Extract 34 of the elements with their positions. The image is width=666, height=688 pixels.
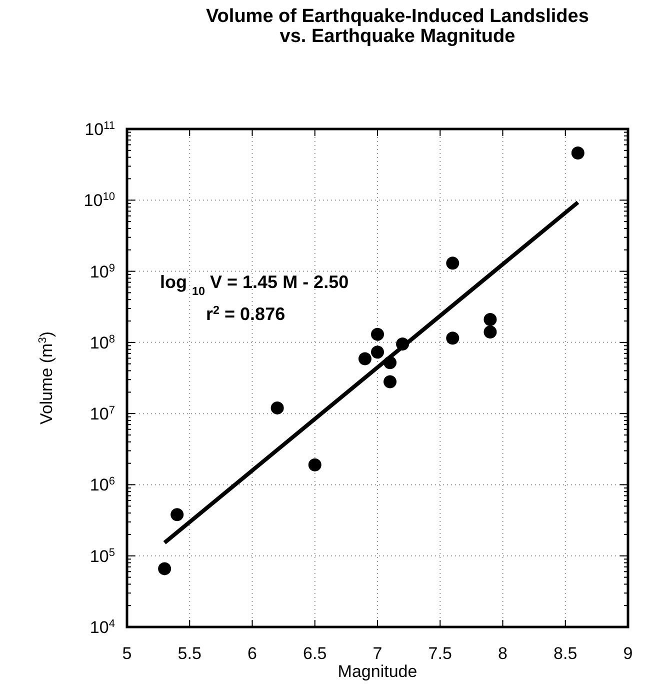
x-tick-label: 8 xyxy=(498,644,508,663)
x-tick-label: 5.5 xyxy=(178,644,202,663)
point xyxy=(371,328,384,341)
x-tick-label: 7 xyxy=(372,644,382,663)
y-tick-label: 10$^{11}$ xyxy=(84,120,115,139)
point xyxy=(384,375,397,388)
x-tick-label: 6.5 xyxy=(303,644,327,663)
point xyxy=(446,256,460,270)
x-tick-label: 6 xyxy=(248,644,257,663)
point xyxy=(371,346,384,359)
y-tick-label: 10$^{6}$ xyxy=(90,476,115,495)
y-tick-label: 10$^{8}$ xyxy=(90,333,115,352)
point xyxy=(484,313,497,326)
x-axis-title: Magnitude xyxy=(338,662,418,681)
point xyxy=(358,352,372,366)
point xyxy=(158,562,172,576)
annotation: r$^{2}$ = 0.876 xyxy=(206,304,286,324)
y-tick-label: 10$^{4}$ xyxy=(90,618,115,637)
point xyxy=(446,332,460,345)
point xyxy=(270,401,284,414)
y-tick-label: 10$^{7}$ xyxy=(90,404,115,424)
x-tick-label: 8.5 xyxy=(554,644,578,663)
annotation: log $_{10}$ V = 1.45 M - 2.50 xyxy=(160,272,349,298)
chart-title: Volume of Earthquake-Induced Landslides vs. Earthquake Magnitude xyxy=(206,6,589,47)
point xyxy=(484,326,497,339)
x-tick-label: 5 xyxy=(122,644,132,663)
x-tick-label: 7.5 xyxy=(428,644,452,663)
y-tick-label: 10$^{5}$ xyxy=(90,546,115,566)
point xyxy=(308,458,322,472)
point xyxy=(170,508,184,522)
y-tick-label: 10$^{9}$ xyxy=(90,262,115,282)
point xyxy=(571,146,584,160)
x-tick-label: 9 xyxy=(623,644,633,663)
y-tick-label: 10$^{10}$ xyxy=(84,191,115,210)
